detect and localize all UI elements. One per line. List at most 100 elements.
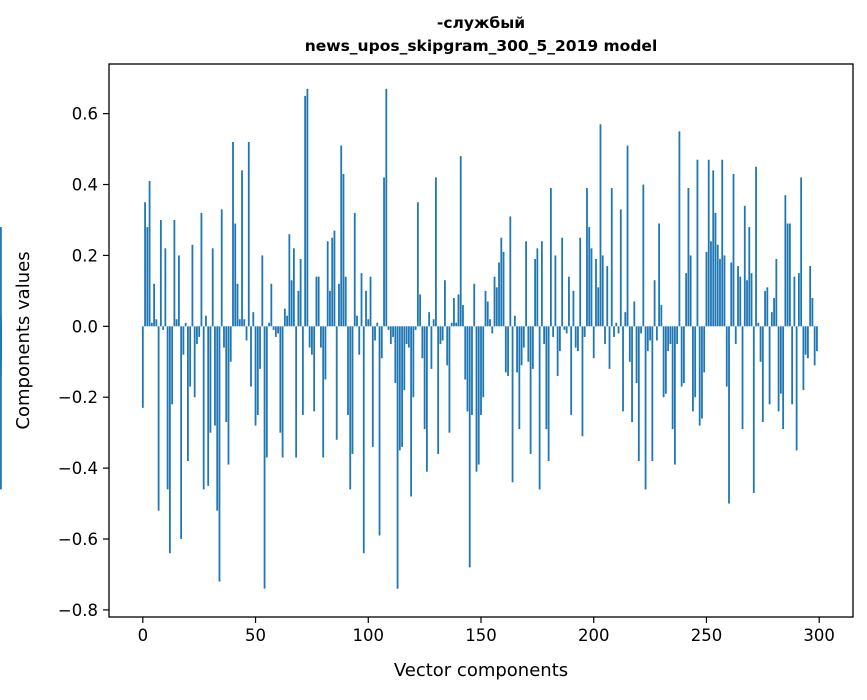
x-tick-label: 150 (465, 626, 497, 645)
bar (360, 273, 363, 327)
bar (274, 326, 277, 337)
bar (256, 326, 259, 415)
bar (153, 283, 155, 327)
bar (150, 322, 153, 327)
bar (513, 315, 516, 327)
bar (486, 301, 489, 327)
bar (782, 326, 785, 430)
bar (685, 273, 688, 327)
bar (777, 326, 780, 412)
bar (491, 326, 494, 334)
bar (205, 315, 207, 327)
bar (809, 266, 812, 327)
bar (746, 280, 748, 327)
bar (157, 326, 160, 511)
y-axis-label: Components values (13, 251, 34, 429)
bar (543, 326, 546, 345)
bar (723, 255, 726, 327)
bar (202, 326, 205, 490)
bar (545, 326, 548, 430)
bar (175, 319, 178, 327)
bar (254, 326, 257, 426)
bar (342, 173, 345, 327)
bar (554, 255, 557, 327)
bar (653, 280, 656, 327)
y-tick-label: −0.4 (58, 459, 98, 478)
bar (338, 283, 340, 327)
bar (410, 326, 413, 497)
bar (475, 326, 478, 472)
bar (770, 312, 773, 327)
bar (238, 319, 241, 327)
bar (371, 326, 374, 447)
x-tick-label: 300 (803, 626, 835, 645)
bar (739, 276, 742, 327)
bar (466, 326, 469, 412)
bar (168, 326, 171, 554)
bar (500, 237, 503, 327)
bar (703, 326, 706, 373)
bar (414, 326, 417, 330)
bar (446, 326, 449, 366)
bar (473, 283, 476, 327)
bar (331, 237, 334, 327)
bar (613, 326, 615, 337)
bar (471, 326, 473, 415)
bar (333, 230, 336, 327)
bar (669, 326, 672, 345)
x-tick-label: 250 (691, 626, 723, 645)
bar (329, 290, 331, 327)
bar (683, 326, 685, 384)
bar (405, 326, 408, 345)
bar (748, 227, 751, 327)
bar (561, 237, 564, 327)
bar (527, 326, 530, 362)
bar (435, 177, 437, 327)
bar (191, 244, 194, 327)
bar (764, 290, 766, 327)
bar (624, 312, 627, 327)
bar (734, 326, 737, 345)
bar (313, 326, 316, 412)
bar (378, 326, 381, 536)
bar (581, 326, 584, 437)
bar (171, 326, 174, 405)
bar (223, 326, 225, 348)
bar (761, 326, 764, 423)
bar (162, 326, 165, 330)
bar (577, 326, 579, 352)
bar (595, 258, 597, 327)
bar (389, 326, 392, 345)
bar (196, 326, 198, 345)
bar (392, 326, 394, 337)
bar (520, 326, 523, 366)
bar (295, 326, 298, 458)
bar (356, 315, 358, 327)
bar (525, 241, 527, 327)
bar (797, 273, 800, 327)
bar (716, 244, 719, 327)
bar (622, 326, 624, 412)
bar (421, 326, 424, 359)
bar (540, 241, 543, 327)
bar (272, 326, 275, 330)
y-axis-ticks: −0.8 −0.6 −0.4 −0.2 0.0 0.2 0.4 0.6 (58, 105, 109, 620)
bar (245, 326, 248, 341)
bar (628, 326, 631, 362)
bar (509, 216, 512, 327)
bar (538, 326, 541, 490)
bar (559, 326, 561, 352)
x-axis-label: Vector components (394, 660, 568, 681)
bar (626, 145, 629, 327)
bar (468, 326, 471, 568)
bar (536, 248, 539, 327)
bar (340, 145, 343, 327)
bar (365, 290, 367, 327)
bar (477, 326, 480, 465)
bar (795, 326, 798, 451)
bar (317, 276, 320, 327)
bar (813, 326, 816, 366)
bar (655, 326, 658, 341)
bar (646, 326, 649, 352)
